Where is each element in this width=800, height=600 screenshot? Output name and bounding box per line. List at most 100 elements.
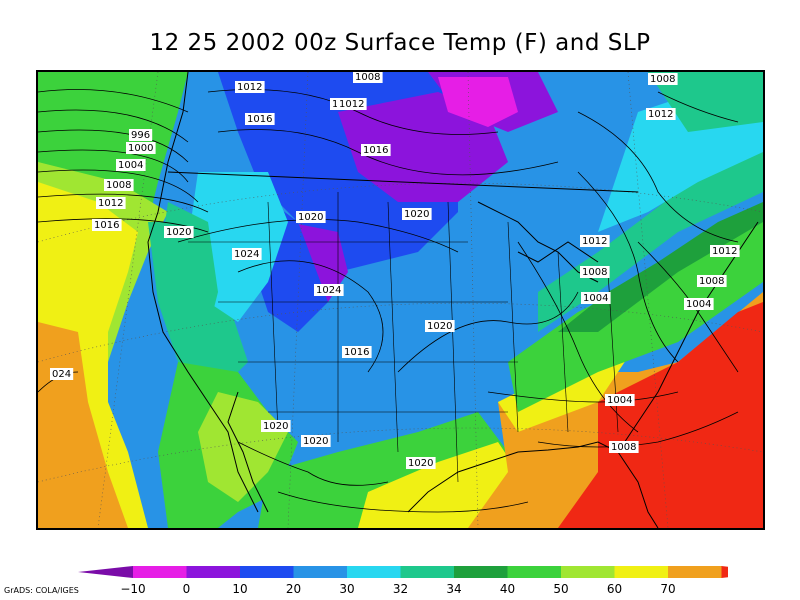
isobar-label: 1020 (427, 321, 452, 332)
isobar-label-bg (301, 435, 331, 447)
colorbar-tick-label: 40 (500, 582, 515, 595)
temp-band-east-green (508, 212, 763, 412)
colorbar-swatch (614, 566, 669, 578)
isobar-label: 1024 (316, 285, 341, 296)
isobar-label: 996 (131, 130, 150, 141)
isobar-label-bg (296, 211, 326, 223)
colorbar-swatch (347, 566, 401, 578)
colorbar-swatch (507, 566, 562, 578)
colorbar-tick-label: 32 (393, 582, 408, 595)
isobar-label-bg (314, 284, 344, 296)
isobar-label: 1024 (234, 249, 259, 260)
colorbar-right-arrow (721, 566, 728, 578)
isobar-label: 1020 (263, 421, 288, 432)
isobar-label-bg (92, 219, 122, 231)
isobar-label: 1008 (355, 72, 380, 83)
isobar-label-bg (104, 179, 134, 191)
isobar-label-bg (581, 292, 611, 304)
isobar-label-bg (605, 394, 635, 406)
isobar-label-bg (116, 159, 146, 171)
isobar-label: 1012 (237, 82, 262, 93)
isobar-label-bg (710, 245, 740, 257)
isobar-label-bg (245, 113, 275, 125)
colorbar-tick-label: 10 (232, 582, 247, 595)
temp-band-baja-lightgreen (198, 392, 288, 502)
isobar-label: 1008 (699, 276, 724, 287)
colorbar-tick-label: 34 (446, 582, 461, 595)
isobar-label-bg (353, 72, 383, 83)
isobar-label: 1008 (650, 74, 675, 85)
isobar-label-bg (425, 320, 455, 332)
isobar-label-bg (232, 248, 262, 260)
isobar-label-bg (580, 235, 610, 247)
temp-band-east-teal (538, 152, 763, 332)
isobar-label: 1016 (247, 114, 272, 125)
isobar-label: 1012 (648, 109, 673, 120)
isobar-label: 1004 (118, 160, 143, 171)
isobar-label-bg (342, 346, 372, 358)
colorbar-tick-label: −10 (120, 582, 145, 595)
colorbar-left-arrow (78, 566, 133, 578)
isobar-label-bg (337, 98, 367, 110)
colorbar-tick-label: 60 (607, 582, 622, 595)
isobar-labels: 1012 1008 1016 1012 996 1000 1004 1008 1012 1016 1… (50, 72, 740, 469)
credit-text: GrADS: COLA/IGES (4, 586, 79, 595)
state-borders (188, 192, 619, 483)
isobar-label-bg (361, 144, 391, 156)
isobar-label: 024 (52, 369, 71, 380)
isobar-label-bg (684, 298, 714, 310)
isobar-label: 1020 (404, 209, 429, 220)
colorbar-swatches (78, 566, 728, 578)
isobar-label: 1016 (94, 220, 119, 231)
colorbar-swatch (186, 566, 241, 578)
map-title: 12 25 2002 00z Surface Temp (F) and SLP (149, 30, 651, 56)
isobar-label-bg (406, 457, 436, 469)
colorbar-swatch (293, 566, 348, 578)
colorbar-tick-label: 20 (286, 582, 301, 595)
isobar-label: 1000 (128, 143, 153, 154)
colorbar-tick-label: 30 (339, 582, 354, 595)
isobar-label-bg (129, 129, 153, 141)
isobar-label: 1008 (611, 442, 636, 453)
isobar-label: 1012 (98, 198, 123, 209)
isobar-label-bg (402, 208, 432, 220)
isobar-label: 1020 (298, 212, 323, 223)
map-frame: 1012 1008 1016 1012 996 1000 1004 1008 1012 1016 1… (36, 70, 765, 530)
colorbar: −10 0 10 20 30 32 34 40 50 60 70 (78, 566, 728, 595)
isobar-label: 1004 (607, 395, 632, 406)
isobar-label: 1020 (166, 227, 191, 238)
isobar-label-bg (126, 142, 156, 154)
temp-band-gulf-red (558, 302, 763, 528)
isobar-label: 1004 (583, 293, 608, 304)
isobar-label: 1016 (363, 145, 388, 156)
colorbar-swatch (240, 566, 294, 578)
colorbar-swatch (561, 566, 615, 578)
colorbar-tick-label: 70 (660, 582, 675, 595)
isobar-label: 1012 (339, 99, 364, 110)
colorbar-tick-label: 0 (183, 582, 191, 595)
isobar-label: 1016 (344, 347, 369, 358)
isobar-label-bg (648, 73, 678, 85)
isobar-label-bg (580, 266, 610, 278)
colorbar-tick-label: 50 (553, 582, 568, 595)
colorbar-tick-labels: −10 0 10 20 30 32 34 40 50 60 70 (120, 582, 675, 595)
temp-band-labrador-teal (648, 72, 763, 132)
isobar-label: 1008 (106, 180, 131, 191)
isobar-label-bg (609, 441, 639, 453)
isobar-label-bg (261, 420, 291, 432)
isobar-label: 1008 (582, 267, 607, 278)
isobar-label-bg (96, 197, 126, 209)
colorbar-swatch (133, 566, 187, 578)
isobar-label: 1004 (686, 299, 711, 310)
isobar-label: 1012 (712, 246, 737, 257)
isobar-label: 1012 (582, 236, 607, 247)
colorbar-swatch (668, 566, 722, 578)
isobar-label-bg (697, 275, 727, 287)
isobar-label-bg (164, 226, 194, 238)
colorbar-swatch (400, 566, 455, 578)
colorbar-swatch (454, 566, 508, 578)
coastlines (147, 72, 759, 528)
isobar-label-bg (235, 81, 265, 93)
isobar-label-bg (646, 108, 676, 120)
isobar-label-bg (50, 368, 74, 380)
